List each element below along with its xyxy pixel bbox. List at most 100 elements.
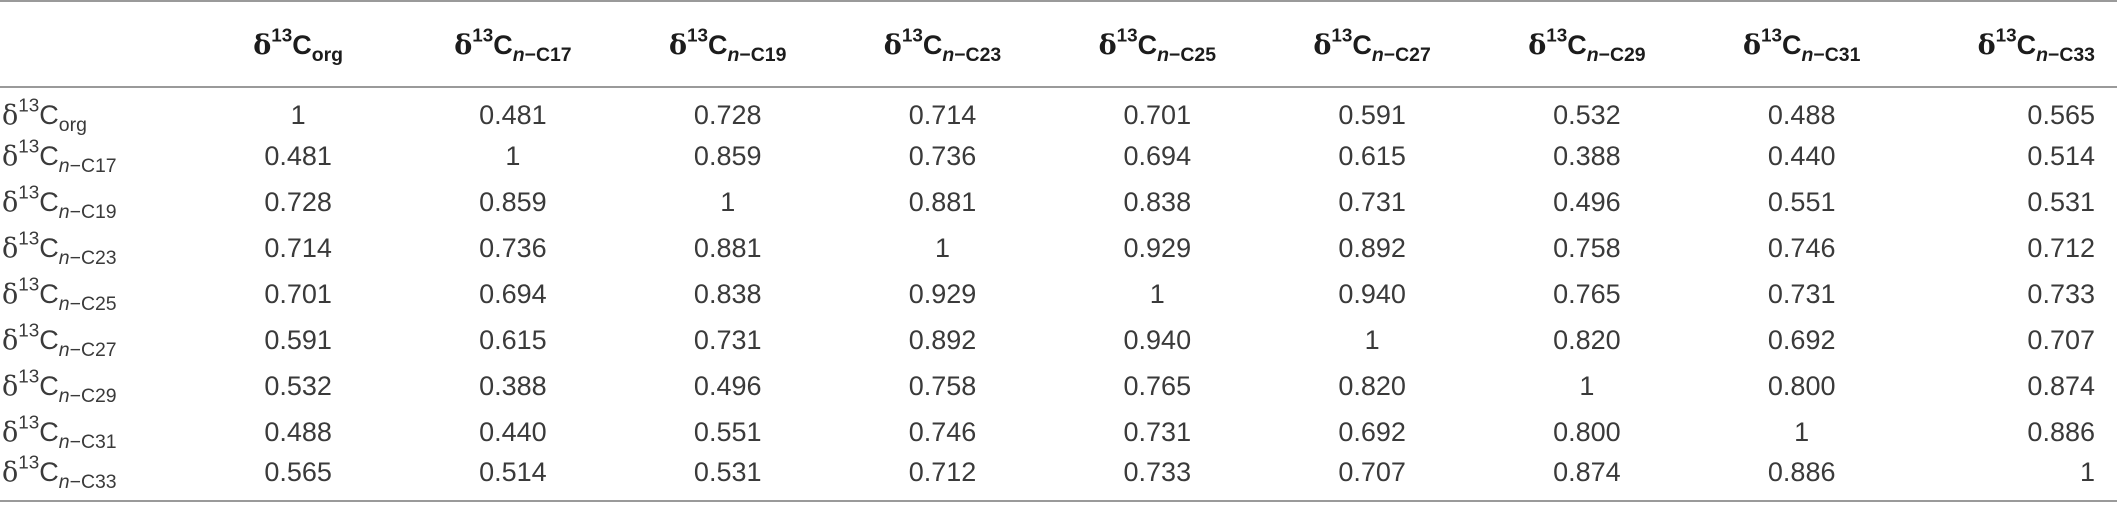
row-label: δ13Cn−C19 — [0, 179, 191, 225]
table-cell: 0.615 — [1338, 140, 1406, 171]
isotope-superscript: 13 — [1761, 25, 1783, 47]
subscript-prefix: n — [942, 43, 955, 66]
isotope-superscript: 13 — [901, 25, 923, 47]
delta-symbol: δ — [2, 370, 19, 402]
variable-subscript: n−C33 — [2036, 44, 2095, 66]
variable-subscript: org — [59, 113, 87, 135]
table-cell: 0.388 — [1553, 140, 1621, 171]
table-header: δ13Corg δ13Cn−C17 δ13Cn−C19 δ13Cn−C23 δ13Cn−… — [0, 1, 2117, 87]
isotope-superscript: 13 — [687, 25, 709, 47]
table-cell: 1 — [2079, 456, 2095, 487]
delta-symbol: δ — [2, 456, 19, 488]
isotope-superscript: 13 — [1116, 25, 1138, 47]
element-symbol: C — [493, 30, 513, 60]
variable-subscript: n−C25 — [59, 292, 117, 314]
element-symbol: C — [39, 278, 59, 309]
table-row: δ13Cn−C33 0.565 0.514 0.531 0.712 0.733 0.707 0… — [0, 452, 2117, 501]
isotope-superscript: 13 — [18, 366, 40, 388]
table-row: δ13Cn−C25 0.701 0.694 0.838 0.929 1 0.940 0.765… — [0, 271, 2117, 317]
delta-symbol: δ — [2, 324, 19, 356]
header-row: δ13Corg δ13Cn−C17 δ13Cn−C19 δ13Cn−C23 δ13Cn−… — [0, 1, 2117, 87]
table-row: δ13Cn−C19 0.728 0.859 1 0.881 0.838 0.731 0.496… — [0, 179, 2117, 225]
table-cell: 0.881 — [693, 232, 762, 263]
subscript-rest: −C17 — [69, 154, 117, 177]
table-cell: 0.714 — [264, 232, 332, 263]
table-cell: 0.488 — [264, 416, 332, 447]
delta-symbol: δ — [2, 186, 19, 218]
table-cell: 0.712 — [2027, 232, 2095, 263]
element-symbol: C — [708, 30, 728, 60]
corner-cell — [0, 1, 191, 87]
delta-symbol: δ — [2, 99, 19, 131]
table-cell: 0.694 — [1123, 140, 1192, 171]
variable-subscript: n−C33 — [59, 470, 117, 492]
table-cell: 0.707 — [2027, 324, 2095, 355]
column-header: δ13Cn−C27 — [1265, 1, 1480, 87]
table-cell: 0.532 — [1553, 99, 1621, 130]
column-header: δ13Cn−C25 — [1050, 1, 1265, 87]
element-symbol: C — [39, 370, 59, 401]
table-cell: 0.929 — [1123, 232, 1192, 263]
isotope-superscript: 13 — [1546, 25, 1568, 47]
column-header: δ13Cn−C31 — [1694, 1, 1909, 87]
table-body: δ13Corg 1 0.481 0.728 0.714 0.701 0.591 0.532 0.… — [0, 87, 2117, 501]
table-cell: 0.800 — [1553, 416, 1621, 447]
delta-symbol: δ — [2, 416, 19, 448]
isotope-superscript: 13 — [18, 320, 40, 342]
delta-symbol: δ — [669, 30, 688, 61]
table-cell: 0.874 — [1553, 456, 1621, 487]
subscript-prefix: n — [727, 43, 740, 66]
subscript-rest: org — [58, 113, 87, 136]
row-label: δ13Cn−C33 — [0, 452, 191, 501]
table-cell: 0.892 — [1338, 232, 1406, 263]
table-cell: 0.859 — [693, 140, 762, 171]
element-symbol: C — [292, 30, 312, 60]
delta-symbol: δ — [253, 30, 272, 61]
table-cell: 0.565 — [2027, 99, 2095, 130]
isotope-superscript: 13 — [18, 412, 40, 434]
table-cell: 1 — [720, 186, 736, 217]
table-cell: 0.496 — [1553, 186, 1621, 217]
subscript-rest: −C25 — [69, 292, 117, 315]
table-row: δ13Corg 1 0.481 0.728 0.714 0.701 0.591 0.532 0.… — [0, 87, 2117, 135]
delta-symbol: δ — [2, 278, 19, 310]
element-symbol: C — [39, 140, 59, 171]
table-cell: 0.551 — [693, 416, 762, 447]
variable-subscript: n−C17 — [513, 44, 572, 66]
subscript-prefix: n — [1586, 43, 1599, 66]
isotope-superscript: 13 — [18, 452, 40, 474]
subscript-prefix: n — [2036, 43, 2048, 66]
table-cell: 0.859 — [479, 186, 547, 217]
delta-symbol: δ — [454, 30, 473, 61]
subscript-rest: −C31 — [1813, 43, 1861, 66]
variable-subscript: n−C31 — [59, 430, 117, 452]
table-cell: 0.591 — [1338, 99, 1406, 130]
table-cell: 0.731 — [1767, 278, 1836, 309]
table-cell: 0.728 — [693, 99, 762, 130]
subscript-prefix: n — [58, 470, 70, 493]
table-cell: 0.440 — [1767, 140, 1836, 171]
subscript-prefix: n — [1801, 43, 1814, 66]
subscript-prefix: n — [58, 384, 70, 407]
subscript-prefix: n — [58, 338, 70, 361]
subscript-rest: −C33 — [2047, 43, 2095, 66]
table-cell: 0.820 — [1338, 370, 1406, 401]
row-label: δ13Cn−C29 — [0, 363, 191, 409]
variable-subscript: n−C25 — [1157, 44, 1216, 66]
table-cell: 1 — [1364, 324, 1380, 355]
table-cell: 1 — [290, 99, 306, 130]
subscript-prefix: n — [512, 43, 525, 66]
element-symbol: C — [39, 324, 59, 355]
isotope-superscript: 13 — [1995, 25, 2017, 47]
row-label: δ13Corg — [0, 87, 191, 135]
row-label: δ13Cn−C25 — [0, 271, 191, 317]
row-label: δ13Cn−C17 — [0, 133, 191, 179]
table-cell: 0.733 — [1123, 456, 1192, 487]
column-header: δ13Corg — [191, 1, 406, 87]
correlation-matrix-table: δ13Corg δ13Cn−C17 δ13Cn−C19 δ13Cn−C23 δ13Cn−… — [0, 1, 2117, 501]
element-symbol: C — [39, 186, 59, 217]
table-cell: 0.440 — [479, 416, 547, 447]
isotope-superscript: 13 — [18, 182, 40, 204]
table-cell: 0.800 — [1767, 370, 1836, 401]
column-header: δ13Cn−C33 — [1909, 1, 2117, 87]
